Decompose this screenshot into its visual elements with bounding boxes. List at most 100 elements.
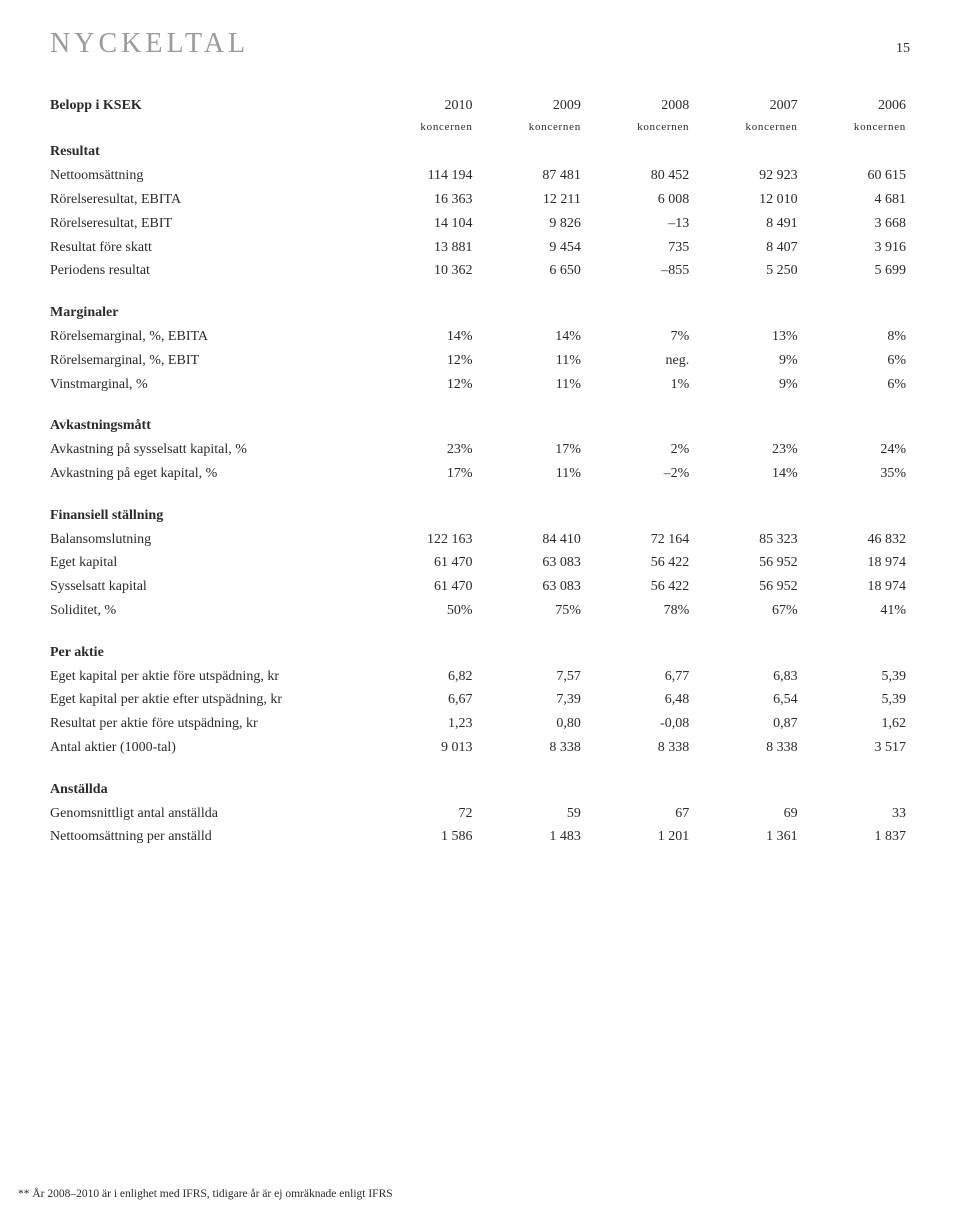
row-value: 7% bbox=[585, 325, 693, 349]
row-value: 6% bbox=[802, 373, 910, 397]
table-row: Eget kapital per aktie före utspädning, … bbox=[50, 665, 910, 689]
row-value: 9 826 bbox=[477, 212, 585, 236]
subheader-cell: koncernen bbox=[802, 118, 910, 141]
row-value: 80 452 bbox=[585, 164, 693, 188]
row-value: 1,23 bbox=[368, 712, 476, 736]
row-value: 56 952 bbox=[693, 551, 801, 575]
row-value: 6,77 bbox=[585, 665, 693, 689]
row-label: Avkastning på eget kapital, % bbox=[50, 462, 368, 486]
row-value: 6,67 bbox=[368, 688, 476, 712]
table-row: Resultat före skatt13 8819 4547358 4073 … bbox=[50, 236, 910, 260]
row-value: 10 362 bbox=[368, 259, 476, 283]
row-value: 61 470 bbox=[368, 551, 476, 575]
footnote: ** År 2008–2010 är i enlighet med IFRS, … bbox=[18, 1188, 393, 1200]
row-label: Rörelsemarginal, %, EBIT bbox=[50, 349, 368, 373]
row-value: 1 201 bbox=[585, 825, 693, 849]
table-subheader: koncernenkoncernenkoncernenkoncernenkonc… bbox=[50, 118, 910, 141]
section-title: Per aktie bbox=[50, 623, 910, 665]
table-row: Balansomslutning122 16384 41072 16485 32… bbox=[50, 528, 910, 552]
row-value: 46 832 bbox=[802, 528, 910, 552]
section-title: Finansiell ställning bbox=[50, 486, 910, 528]
row-value: 8% bbox=[802, 325, 910, 349]
table-row: Avkastning på eget kapital, %17%11%–2%14… bbox=[50, 462, 910, 486]
row-value: 0,87 bbox=[693, 712, 801, 736]
row-label: Eget kapital per aktie före utspädning, … bbox=[50, 665, 368, 689]
section-title: Avkastningsmått bbox=[50, 396, 910, 438]
row-value: 6,48 bbox=[585, 688, 693, 712]
row-value: 14% bbox=[693, 462, 801, 486]
row-label: Rörelseresultat, EBIT bbox=[50, 212, 368, 236]
row-value: 3 668 bbox=[802, 212, 910, 236]
row-value: –855 bbox=[585, 259, 693, 283]
row-value: 7,57 bbox=[477, 665, 585, 689]
table-row: Genomsnittligt antal anställda7259676933 bbox=[50, 802, 910, 826]
row-value: 56 952 bbox=[693, 575, 801, 599]
table-row: Eget kapital per aktie efter utspädning,… bbox=[50, 688, 910, 712]
row-value: 60 615 bbox=[802, 164, 910, 188]
row-value: 8 338 bbox=[477, 736, 585, 760]
row-value: 1 837 bbox=[802, 825, 910, 849]
section-heading: Resultat bbox=[50, 140, 910, 164]
subheader-cell: koncernen bbox=[368, 118, 476, 141]
row-value: 24% bbox=[802, 438, 910, 462]
row-label: Rörelsemarginal, %, EBITA bbox=[50, 325, 368, 349]
row-value: 5,39 bbox=[802, 665, 910, 689]
table-row: Rörelsemarginal, %, EBITA14%14%7%13%8% bbox=[50, 325, 910, 349]
row-value: 72 bbox=[368, 802, 476, 826]
subheader-cell: koncernen bbox=[477, 118, 585, 141]
row-value: 1 483 bbox=[477, 825, 585, 849]
row-value: 14% bbox=[368, 325, 476, 349]
row-label: Antal aktier (1000-tal) bbox=[50, 736, 368, 760]
row-value: 1% bbox=[585, 373, 693, 397]
table-row: Sysselsatt kapital61 47063 08356 42256 9… bbox=[50, 575, 910, 599]
row-value: 3 517 bbox=[802, 736, 910, 760]
row-label: Rörelseresultat, EBITA bbox=[50, 188, 368, 212]
row-value: 5 250 bbox=[693, 259, 801, 283]
page-title: NYCKELTAL bbox=[50, 28, 249, 60]
row-value: 2% bbox=[585, 438, 693, 462]
table-row: Antal aktier (1000-tal)9 0138 3388 3388 … bbox=[50, 736, 910, 760]
row-value: 67 bbox=[585, 802, 693, 826]
table-row: Resultat per aktie före utspädning, kr1,… bbox=[50, 712, 910, 736]
row-value: 6,54 bbox=[693, 688, 801, 712]
row-value: 9 013 bbox=[368, 736, 476, 760]
row-value: 8 491 bbox=[693, 212, 801, 236]
row-value: 56 422 bbox=[585, 551, 693, 575]
year-header: 2006 bbox=[802, 94, 910, 118]
row-value: 12% bbox=[368, 373, 476, 397]
row-value: 6 650 bbox=[477, 259, 585, 283]
table-row: Vinstmarginal, %12%11%1%9%6% bbox=[50, 373, 910, 397]
row-value: 12% bbox=[368, 349, 476, 373]
row-value: 14% bbox=[477, 325, 585, 349]
table-row: Nettoomsättning114 19487 48180 45292 923… bbox=[50, 164, 910, 188]
row-value: 17% bbox=[368, 462, 476, 486]
year-header: 2007 bbox=[693, 94, 801, 118]
heading-label: Belopp i KSEK bbox=[50, 94, 368, 118]
row-value: 6,82 bbox=[368, 665, 476, 689]
row-label: Resultat per aktie före utspädning, kr bbox=[50, 712, 368, 736]
row-value: 8 338 bbox=[693, 736, 801, 760]
row-label: Resultat före skatt bbox=[50, 236, 368, 260]
row-label: Eget kapital bbox=[50, 551, 368, 575]
row-value: 69 bbox=[693, 802, 801, 826]
row-value: 59 bbox=[477, 802, 585, 826]
section-heading: Finansiell ställning bbox=[50, 486, 910, 528]
row-value: –13 bbox=[585, 212, 693, 236]
row-value: 9% bbox=[693, 349, 801, 373]
section-heading: Anställda bbox=[50, 760, 910, 802]
row-value: 1,62 bbox=[802, 712, 910, 736]
row-value: 87 481 bbox=[477, 164, 585, 188]
row-value: -0,08 bbox=[585, 712, 693, 736]
row-value: 67% bbox=[693, 599, 801, 623]
row-value: 18 974 bbox=[802, 575, 910, 599]
row-label: Periodens resultat bbox=[50, 259, 368, 283]
table-row: Nettoomsättning per anställd1 5861 4831 … bbox=[50, 825, 910, 849]
table-row: Rörelseresultat, EBITA16 36312 2116 0081… bbox=[50, 188, 910, 212]
row-value: 0,80 bbox=[477, 712, 585, 736]
row-value: 35% bbox=[802, 462, 910, 486]
row-value: 9% bbox=[693, 373, 801, 397]
row-value: 23% bbox=[368, 438, 476, 462]
row-value: neg. bbox=[585, 349, 693, 373]
section-heading: Avkastningsmått bbox=[50, 396, 910, 438]
table-row: Eget kapital61 47063 08356 42256 95218 9… bbox=[50, 551, 910, 575]
